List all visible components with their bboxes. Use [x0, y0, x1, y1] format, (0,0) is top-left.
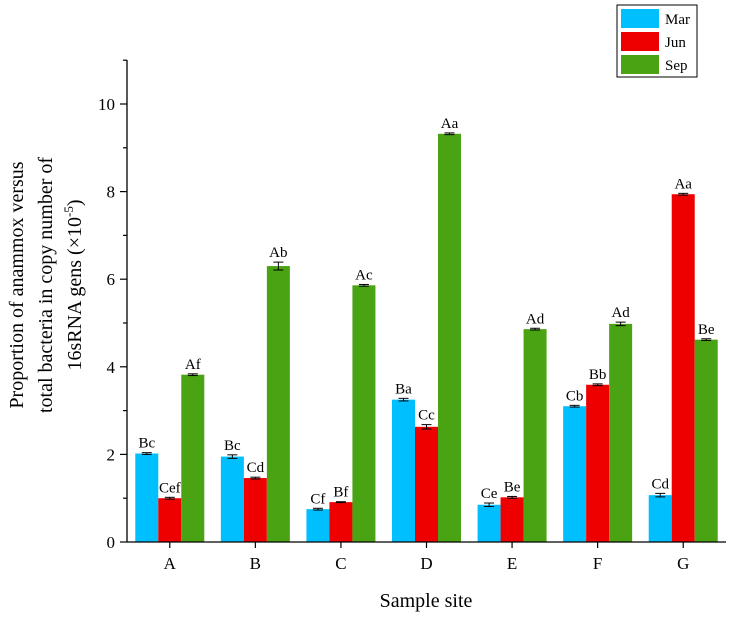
bar-jun-c	[329, 502, 353, 542]
error-bar-jun-e	[507, 495, 518, 499]
data-label-mar-a: Bc	[138, 436, 155, 452]
data-label-jun-e: Be	[504, 479, 521, 495]
error-bar-mar-c	[312, 507, 323, 511]
error-bar-sep-b	[273, 261, 284, 271]
x-tick-label-b: B	[250, 554, 261, 573]
data-label-sep-e: Ad	[526, 311, 545, 327]
bar-sep-a	[181, 374, 205, 542]
y-axis-title-line-1: Proportion of anammox versus	[6, 161, 28, 408]
error-bar-mar-a	[141, 452, 152, 455]
error-bar-sep-d	[444, 132, 455, 136]
bar-jun-d	[415, 426, 438, 542]
bar-mar-g	[648, 495, 672, 542]
error-bar-sep-c	[358, 283, 369, 287]
y-axis-title-line-3: 16sRNA gens (×10-5)	[61, 199, 86, 370]
bars-layer	[135, 132, 718, 542]
x-tick-label-d: D	[420, 554, 432, 573]
bar-mar-c	[306, 509, 330, 542]
x-tick-label-f: F	[593, 554, 602, 573]
y-tick-label: 2	[107, 445, 116, 464]
error-bar-jun-d	[421, 424, 432, 430]
data-label-sep-g: Be	[698, 322, 715, 338]
legend-label-mar: Mar	[665, 12, 690, 28]
error-bar-sep-a	[187, 373, 198, 377]
error-bar-mar-f	[569, 404, 580, 408]
legend: Mar Jun Sep	[616, 4, 698, 78]
bar-sep-b	[266, 266, 290, 542]
error-bar-sep-g	[701, 338, 712, 342]
error-bar-sep-f	[615, 321, 626, 327]
bar-sep-e	[523, 329, 547, 542]
data-label-sep-b: Ab	[269, 245, 287, 261]
error-bar-jun-a	[164, 496, 175, 500]
bar-sep-f	[609, 323, 633, 542]
y-axis-title: Proportion of anammox versus total bacte…	[6, 157, 86, 413]
data-label-sep-a: Af	[185, 357, 201, 373]
legend-label-jun: Jun	[665, 35, 686, 51]
legend-swatch-mar	[621, 9, 659, 28]
y-tick-label: 10	[98, 95, 115, 114]
bar-jun-f	[586, 384, 610, 542]
bar-jun-e	[500, 497, 524, 542]
x-tick-label-c: C	[335, 554, 346, 573]
data-label-jun-f: Bb	[589, 367, 607, 383]
data-label-mar-f: Cb	[566, 388, 584, 404]
error-bar-mar-d	[398, 397, 409, 402]
y-axis-title-exponent: -5	[61, 206, 76, 217]
bar-sep-g	[694, 339, 718, 542]
error-bar-jun-f	[592, 383, 603, 387]
bar-sep-c	[352, 285, 376, 542]
data-label-sep-f: Ad	[611, 305, 630, 321]
data-label-mar-d: Ba	[395, 381, 412, 397]
bar-jun-b	[243, 478, 267, 542]
axes-layer: A B C D E F G 0 2 4 6 8 10	[98, 59, 726, 573]
y-tick-label: 0	[107, 533, 116, 552]
data-label-sep-d: Aa	[441, 116, 459, 132]
x-tick-label-a: A	[164, 554, 177, 573]
data-label-mar-c: Cf	[310, 491, 325, 507]
bar-mar-e	[477, 504, 501, 542]
y-axis-title-line-2: total bacteria in copy number of	[35, 157, 57, 413]
y-axis-title-close-paren: )	[64, 199, 86, 206]
data-label-mar-g: Cd	[651, 476, 669, 492]
error-bar-jun-b	[250, 476, 261, 480]
legend-swatch-sep	[621, 55, 659, 74]
bar-jun-g	[671, 194, 695, 542]
bar-mar-d	[392, 399, 415, 542]
x-tick-label-g: G	[677, 554, 689, 573]
data-label-sep-c: Ac	[355, 267, 373, 283]
x-tick-label-e: E	[507, 554, 517, 573]
legend-label-sep: Sep	[665, 58, 688, 74]
data-label-mar-b: Bc	[224, 438, 241, 454]
y-axis-title-line-3-main: 16sRNA gens (×10	[64, 217, 86, 371]
data-label-jun-d: Cc	[418, 408, 435, 424]
data-labels-layer: Bc Cef Af Bc Cd Ab Cf Bf Ac Ba Cc Aa Ce Be Ad Cb Bb Ad Cd A…	[138, 116, 714, 507]
bar-mar-b	[220, 456, 244, 542]
error-bar-mar-e	[484, 502, 495, 508]
error-bar-jun-c	[335, 501, 346, 504]
error-bar-jun-g	[678, 192, 689, 196]
bar-jun-a	[158, 498, 182, 542]
y-tick-label: 4	[107, 358, 116, 377]
data-label-jun-b: Cd	[247, 460, 265, 476]
data-label-jun-g: Aa	[674, 176, 692, 192]
y-tick-label: 6	[107, 270, 116, 289]
data-label-jun-c: Bf	[333, 485, 348, 501]
bar-mar-f	[563, 406, 587, 542]
data-label-mar-e: Ce	[481, 486, 498, 502]
x-axis-title: Sample site	[380, 590, 473, 612]
bar-sep-d	[438, 133, 461, 542]
data-label-jun-a: Cef	[159, 480, 181, 496]
bar-mar-a	[135, 453, 159, 542]
error-bar-mar-b	[227, 454, 238, 459]
error-bar-sep-e	[530, 327, 541, 331]
error-bar-mar-g	[655, 492, 666, 498]
legend-swatch-jun	[621, 32, 659, 51]
y-tick-label: 8	[107, 183, 116, 202]
